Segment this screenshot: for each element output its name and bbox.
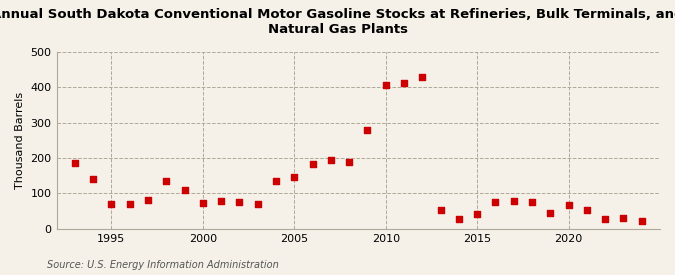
Point bbox=[161, 178, 171, 183]
Point bbox=[581, 208, 592, 213]
Point bbox=[271, 178, 281, 183]
Point bbox=[307, 162, 318, 167]
Y-axis label: Thousand Barrels: Thousand Barrels bbox=[15, 92, 25, 189]
Point bbox=[106, 202, 117, 206]
Point bbox=[70, 161, 80, 166]
Point bbox=[600, 217, 611, 222]
Point bbox=[380, 83, 391, 87]
Point bbox=[526, 200, 537, 205]
Point bbox=[618, 216, 629, 220]
Point bbox=[435, 208, 446, 213]
Point bbox=[197, 201, 208, 205]
Point bbox=[637, 219, 647, 223]
Point bbox=[472, 211, 483, 216]
Point bbox=[490, 200, 501, 205]
Text: Annual South Dakota Conventional Motor Gasoline Stocks at Refineries, Bulk Termi: Annual South Dakota Conventional Motor G… bbox=[0, 8, 675, 36]
Point bbox=[124, 202, 135, 206]
Point bbox=[234, 200, 245, 205]
Point bbox=[325, 158, 336, 163]
Point bbox=[252, 202, 263, 206]
Point bbox=[508, 199, 519, 203]
Point bbox=[142, 197, 153, 202]
Point bbox=[344, 159, 354, 164]
Point bbox=[289, 175, 300, 179]
Point bbox=[88, 177, 99, 182]
Point bbox=[179, 188, 190, 193]
Point bbox=[362, 128, 373, 132]
Point bbox=[398, 81, 409, 85]
Text: Source: U.S. Energy Information Administration: Source: U.S. Energy Information Administ… bbox=[47, 260, 279, 270]
Point bbox=[454, 217, 464, 221]
Point bbox=[545, 211, 556, 216]
Point bbox=[417, 75, 428, 80]
Point bbox=[563, 203, 574, 208]
Point bbox=[216, 199, 227, 203]
